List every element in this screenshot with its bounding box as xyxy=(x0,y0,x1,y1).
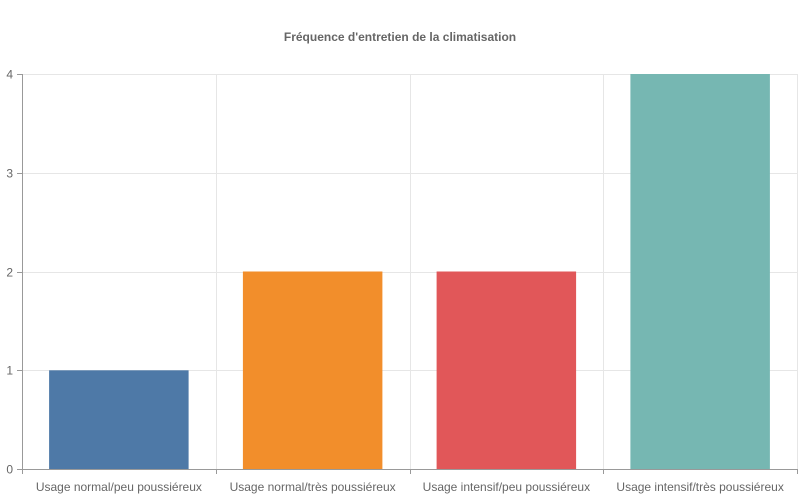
x-tick-labels: Usage normal/peu poussiéreux Usage normal… xyxy=(36,480,784,494)
y-tick-label: 0 xyxy=(6,463,13,477)
x-tick-label: Usage normal/très poussiéreux xyxy=(230,480,396,494)
axes xyxy=(17,74,798,474)
y-tick-label: 4 xyxy=(6,68,13,82)
bar-3[interactable] xyxy=(436,271,577,470)
chart-title: Fréquence d'entretien de la climatisatio… xyxy=(284,30,516,44)
y-tick-label: 2 xyxy=(6,266,13,280)
bar-2[interactable] xyxy=(242,271,383,470)
x-tick-label: Usage normal/peu poussiéreux xyxy=(36,480,202,494)
bar-1[interactable] xyxy=(49,370,189,470)
x-tick-label: Usage intensif/peu poussiéreux xyxy=(423,480,590,494)
y-tick-label: 3 xyxy=(6,167,13,181)
y-tick-label: 1 xyxy=(6,364,13,378)
bar-4[interactable] xyxy=(630,74,770,469)
x-tick-label: Usage intensif/très poussiéreux xyxy=(616,480,783,494)
y-tick-labels: 0 1 2 3 4 xyxy=(6,68,13,477)
bars xyxy=(49,74,770,470)
